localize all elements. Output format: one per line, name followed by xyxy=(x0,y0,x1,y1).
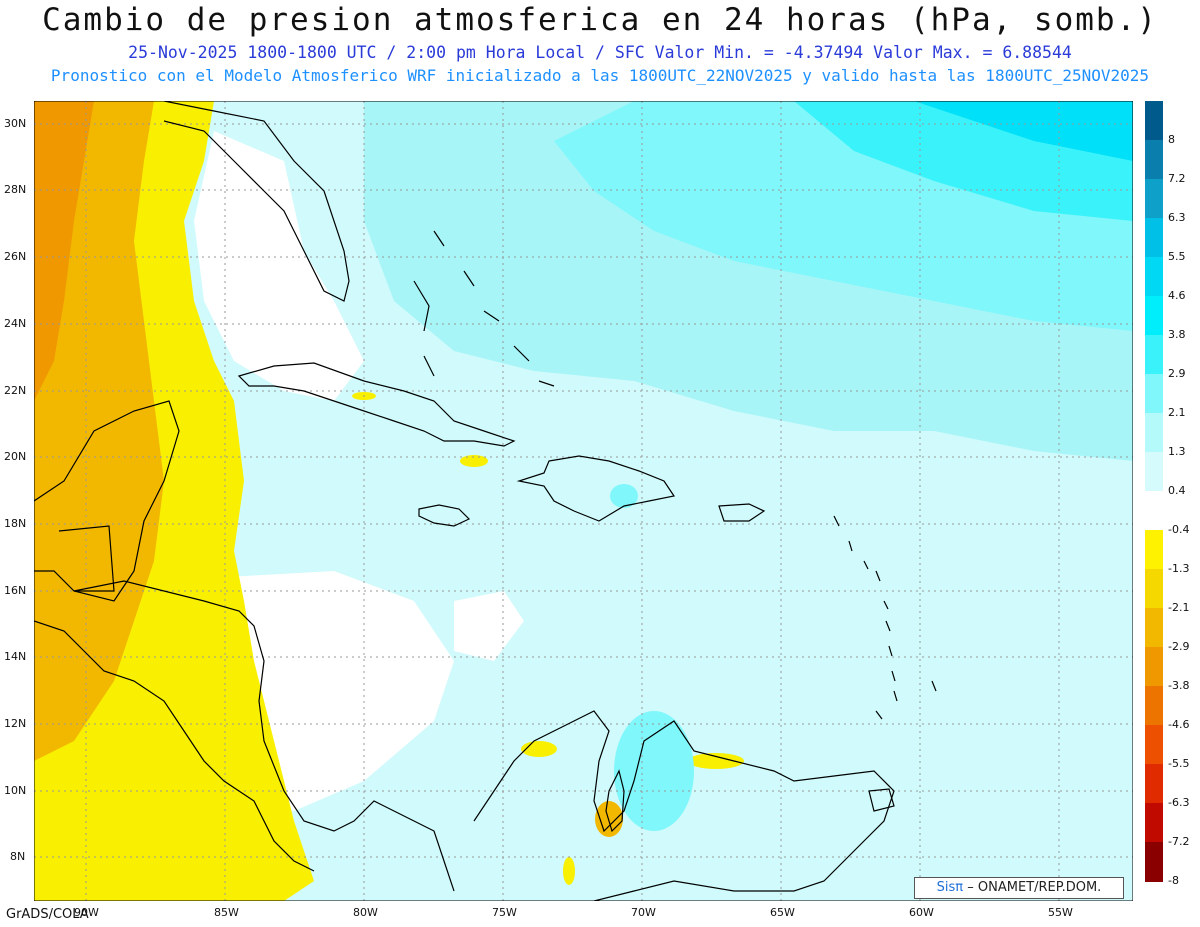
colorbar-segment xyxy=(1145,140,1163,181)
colorbar-segment xyxy=(1145,296,1163,337)
shade-zero-patch xyxy=(454,591,524,661)
colorbar-segment xyxy=(1145,179,1163,220)
lat-label: 10N xyxy=(4,784,27,797)
shade-zero-gulf xyxy=(194,131,364,401)
shade-deep-cyan xyxy=(914,101,1133,161)
shade-spot xyxy=(52,827,76,859)
subtitle-model-info: Pronostico con el Modelo Atmosferico WRF… xyxy=(50,66,1150,85)
shade-cyan-blob xyxy=(610,484,638,508)
colorbar-segment xyxy=(1145,764,1163,805)
colorbar-label: 3.8 xyxy=(1168,328,1186,342)
graticule xyxy=(34,101,1133,901)
colorbar-label: -2.1 xyxy=(1168,601,1190,615)
shade-spot xyxy=(688,753,744,769)
colorbar-label: 2.9 xyxy=(1168,367,1186,381)
colorbar-label: -5.5 xyxy=(1168,757,1190,771)
lat-label: 20N xyxy=(4,450,27,463)
lat-label: 22N xyxy=(4,384,27,397)
coastlines xyxy=(34,101,937,901)
lon-label: 90W xyxy=(74,906,99,919)
colorbar-segment xyxy=(1145,686,1163,727)
lat-label: 12N xyxy=(4,717,27,730)
shade-spot xyxy=(563,857,575,885)
map-title: Cambio de presion atmosferica en 24 hora… xyxy=(42,2,1158,38)
colorbar-segment xyxy=(1145,842,1163,883)
shade-deep-orange-west xyxy=(34,101,94,401)
lat-label: 18N xyxy=(4,517,27,530)
subtitle-run-info: 25-Nov-2025 1800-1800 UTC / 2:00 pm Hora… xyxy=(128,43,1072,62)
lon-label: 65W xyxy=(770,906,795,919)
colorbar-label: -0.4 xyxy=(1168,523,1190,537)
lat-label: 24N xyxy=(4,317,27,330)
colorbar-label: -4.6 xyxy=(1168,718,1190,732)
colorbar-segment xyxy=(1145,335,1163,376)
software-label: GrADS/COLA xyxy=(6,907,89,922)
colorbar xyxy=(1145,101,1163,901)
colorbar-segment xyxy=(1145,374,1163,415)
map-canvas xyxy=(33,100,1134,902)
colorbar-segment xyxy=(1145,803,1163,844)
lat-label: 16N xyxy=(4,584,27,597)
lat-label: 14N xyxy=(4,650,27,663)
colorbar-label: -6.3 xyxy=(1168,796,1190,810)
shade-spot xyxy=(460,455,488,467)
lon-label: 80W xyxy=(353,906,378,919)
lat-label: 26N xyxy=(4,250,27,263)
credit-brand: Sisπ xyxy=(936,880,964,895)
lat-label: 8N xyxy=(10,850,26,863)
lat-label: 28N xyxy=(4,183,27,196)
colorbar-segment xyxy=(1145,725,1163,766)
lon-label: 75W xyxy=(492,906,517,919)
colorbar-label: 8 xyxy=(1168,133,1175,147)
colorbar-label: 2.1 xyxy=(1168,406,1186,420)
colorbar-label: 5.5 xyxy=(1168,250,1186,264)
colorbar-segment xyxy=(1145,413,1163,454)
lon-label: 55W xyxy=(1048,906,1073,919)
colorbar-segment xyxy=(1145,608,1163,649)
colorbar-label: -3.8 xyxy=(1168,679,1190,693)
colorbar-segment xyxy=(1145,452,1163,493)
colorbar-segment xyxy=(1145,569,1163,610)
colorbar-label: -1.3 xyxy=(1168,562,1190,576)
lat-label: 30N xyxy=(4,117,27,130)
credit-org: – ONAMET/REP.DOM. xyxy=(967,880,1102,895)
colorbar-segment xyxy=(1145,101,1163,142)
colorbar-segment xyxy=(1145,218,1163,259)
colorbar-label: 1.3 xyxy=(1168,445,1186,459)
credit-box: Sisπ – ONAMET/REP.DOM. xyxy=(914,877,1124,899)
colorbar-label: 4.6 xyxy=(1168,289,1186,303)
colorbar-segment xyxy=(1145,491,1163,532)
colorbar-label: 7.2 xyxy=(1168,172,1186,186)
pressure-change-map xyxy=(33,100,1134,902)
colorbar-label: -2.9 xyxy=(1168,640,1190,654)
colorbar-segment xyxy=(1145,257,1163,298)
colorbar-label: -8 xyxy=(1168,874,1179,888)
colorbar-label: 0.4 xyxy=(1168,484,1186,498)
shade-cyan-blob xyxy=(614,711,694,831)
colorbar-segment xyxy=(1145,647,1163,688)
lon-label: 85W xyxy=(214,906,239,919)
lon-label: 70W xyxy=(631,906,656,919)
colorbar-label: 6.3 xyxy=(1168,211,1186,225)
lon-label: 60W xyxy=(909,906,934,919)
colorbar-segment xyxy=(1145,530,1163,571)
colorbar-label: -7.2 xyxy=(1168,835,1190,849)
